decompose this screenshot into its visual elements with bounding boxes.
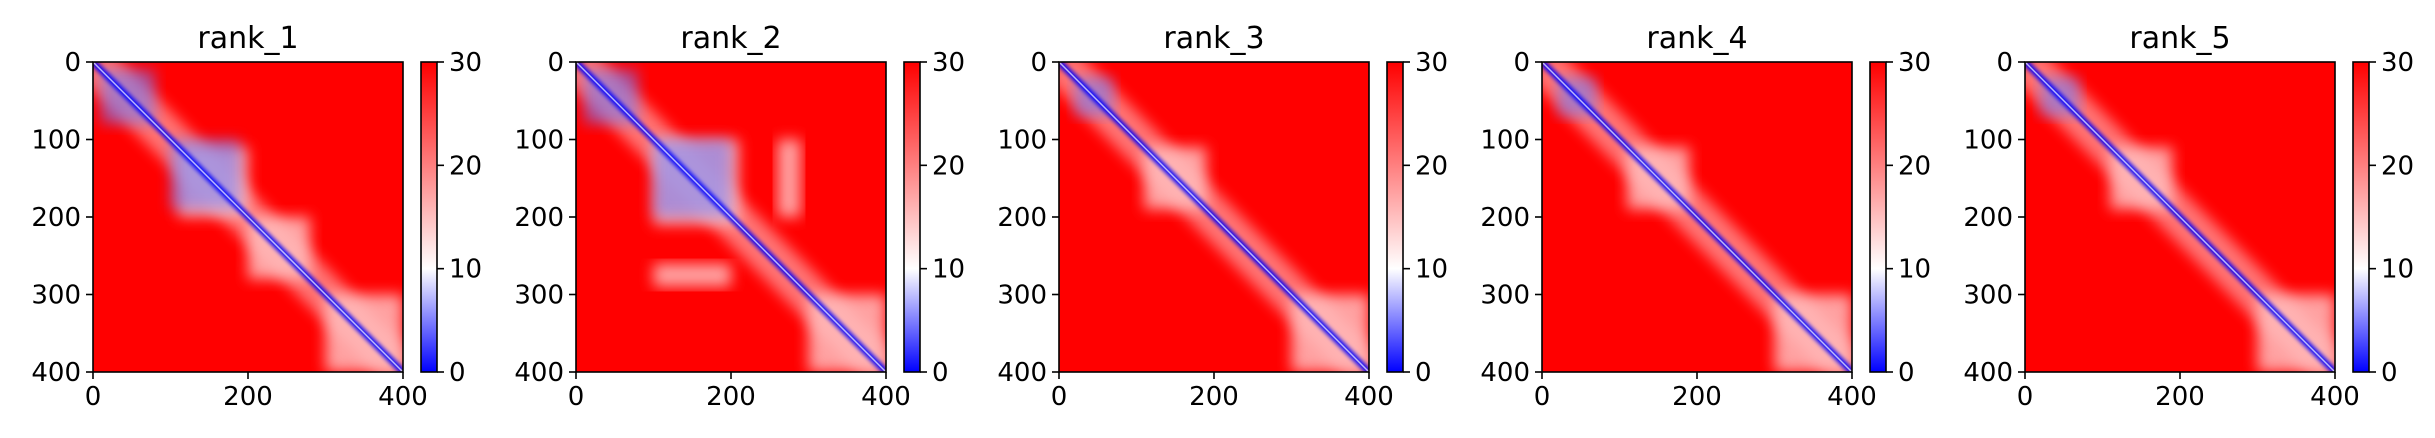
colorbar-tick-label: 20 <box>2381 151 2414 181</box>
colorbar-frame <box>1386 61 1404 373</box>
y-tick-label: 100 <box>31 126 81 156</box>
y-tick-label: 300 <box>997 281 1047 311</box>
heatmap-diagonal-core <box>1059 62 1369 372</box>
colorbar-tick-label: 30 <box>2381 48 2414 78</box>
colorbar-tick-label: 0 <box>932 358 949 388</box>
colorbar-tick-label: 10 <box>2381 255 2414 285</box>
x-tick-label: 400 <box>861 382 911 412</box>
y-tick-label: 400 <box>514 358 564 388</box>
x-tick-label: 200 <box>1189 382 1239 412</box>
y-tick-label: 400 <box>31 358 81 388</box>
colorbar-frame <box>903 61 921 373</box>
colorbar-tick-label: 20 <box>1898 151 1931 181</box>
colorbar-tick-label: 10 <box>1898 255 1931 285</box>
panel-title: rank_4 <box>1646 21 1747 56</box>
heatmap-image <box>1059 62 1369 372</box>
x-tick-label: 200 <box>223 382 273 412</box>
y-tick-label: 400 <box>1480 358 1530 388</box>
colorbar-tick-label: 20 <box>932 151 965 181</box>
heatmap-light-region <box>777 139 801 217</box>
colorbar-tick-label: 30 <box>1898 48 1931 78</box>
y-tick-label: 100 <box>1963 126 2013 156</box>
colorbar-tick-label: 10 <box>449 255 482 285</box>
colorbar-tick-label: 30 <box>449 48 482 78</box>
x-tick-label: 400 <box>1344 382 1394 412</box>
x-tick-label: 200 <box>1672 382 1722 412</box>
x-tick-label: 0 <box>85 382 102 412</box>
y-tick-label: 0 <box>64 48 81 78</box>
heatmap-diagonal-core <box>1542 62 1852 372</box>
colorbar-tick-label: 0 <box>1898 358 1915 388</box>
y-tick-label: 300 <box>1480 281 1530 311</box>
panel-title: rank_5 <box>2129 21 2230 56</box>
y-tick-label: 100 <box>514 126 564 156</box>
x-tick-label: 0 <box>1051 382 1068 412</box>
x-tick-label: 400 <box>2310 382 2360 412</box>
x-tick-label: 0 <box>2017 382 2034 412</box>
colorbar-frame <box>2352 61 2370 373</box>
y-tick-label: 200 <box>1480 203 1530 233</box>
colorbar-frame <box>420 61 438 373</box>
y-tick-label: 0 <box>1513 48 1530 78</box>
panel-title: rank_3 <box>1163 21 1264 56</box>
colorbar-tick-label: 0 <box>2381 358 2398 388</box>
x-tick-label: 200 <box>706 382 756 412</box>
colorbar-tick-label: 20 <box>449 151 482 181</box>
x-tick-label: 0 <box>568 382 585 412</box>
y-tick-label: 0 <box>547 48 564 78</box>
y-tick-label: 200 <box>31 203 81 233</box>
x-tick-label: 400 <box>378 382 428 412</box>
y-tick-label: 300 <box>31 281 81 311</box>
y-tick-label: 200 <box>997 203 1047 233</box>
y-tick-label: 200 <box>514 203 564 233</box>
x-tick-label: 0 <box>1534 382 1551 412</box>
y-tick-label: 300 <box>514 281 564 311</box>
y-tick-label: 100 <box>1480 126 1530 156</box>
panel-title: rank_1 <box>197 21 298 56</box>
heatmap-image <box>1542 62 1852 372</box>
y-tick-label: 400 <box>997 358 1047 388</box>
heatmap-image <box>576 62 886 372</box>
heatmap-light-region <box>653 263 731 287</box>
y-tick-label: 0 <box>1996 48 2013 78</box>
colorbar-tick-label: 20 <box>1415 151 1448 181</box>
y-tick-label: 200 <box>1963 203 2013 233</box>
heatmap-diagonal-core <box>93 62 403 372</box>
colorbar <box>421 62 437 372</box>
heatmap-image <box>93 62 403 372</box>
heatmap-diagonal-core <box>576 62 886 372</box>
colorbar-tick-label: 10 <box>932 255 965 285</box>
colorbar <box>1870 62 1886 372</box>
colorbar-frame <box>1869 61 1887 373</box>
panel-title: rank_2 <box>680 21 781 56</box>
y-tick-label: 300 <box>1963 281 2013 311</box>
colorbar-tick-label: 10 <box>1415 255 1448 285</box>
heatmap-diagonal-core <box>2025 62 2335 372</box>
colorbar <box>904 62 920 372</box>
x-tick-label: 200 <box>2155 382 2205 412</box>
y-tick-label: 0 <box>1030 48 1047 78</box>
colorbar <box>1387 62 1403 372</box>
colorbar <box>2353 62 2369 372</box>
colorbar-tick-label: 30 <box>932 48 965 78</box>
y-tick-label: 400 <box>1963 358 2013 388</box>
heatmap-image <box>2025 62 2335 372</box>
y-tick-label: 100 <box>997 126 1047 156</box>
colorbar-tick-label: 30 <box>1415 48 1448 78</box>
colorbar-tick-label: 0 <box>449 358 466 388</box>
x-tick-label: 400 <box>1827 382 1877 412</box>
colorbar-tick-label: 0 <box>1415 358 1432 388</box>
